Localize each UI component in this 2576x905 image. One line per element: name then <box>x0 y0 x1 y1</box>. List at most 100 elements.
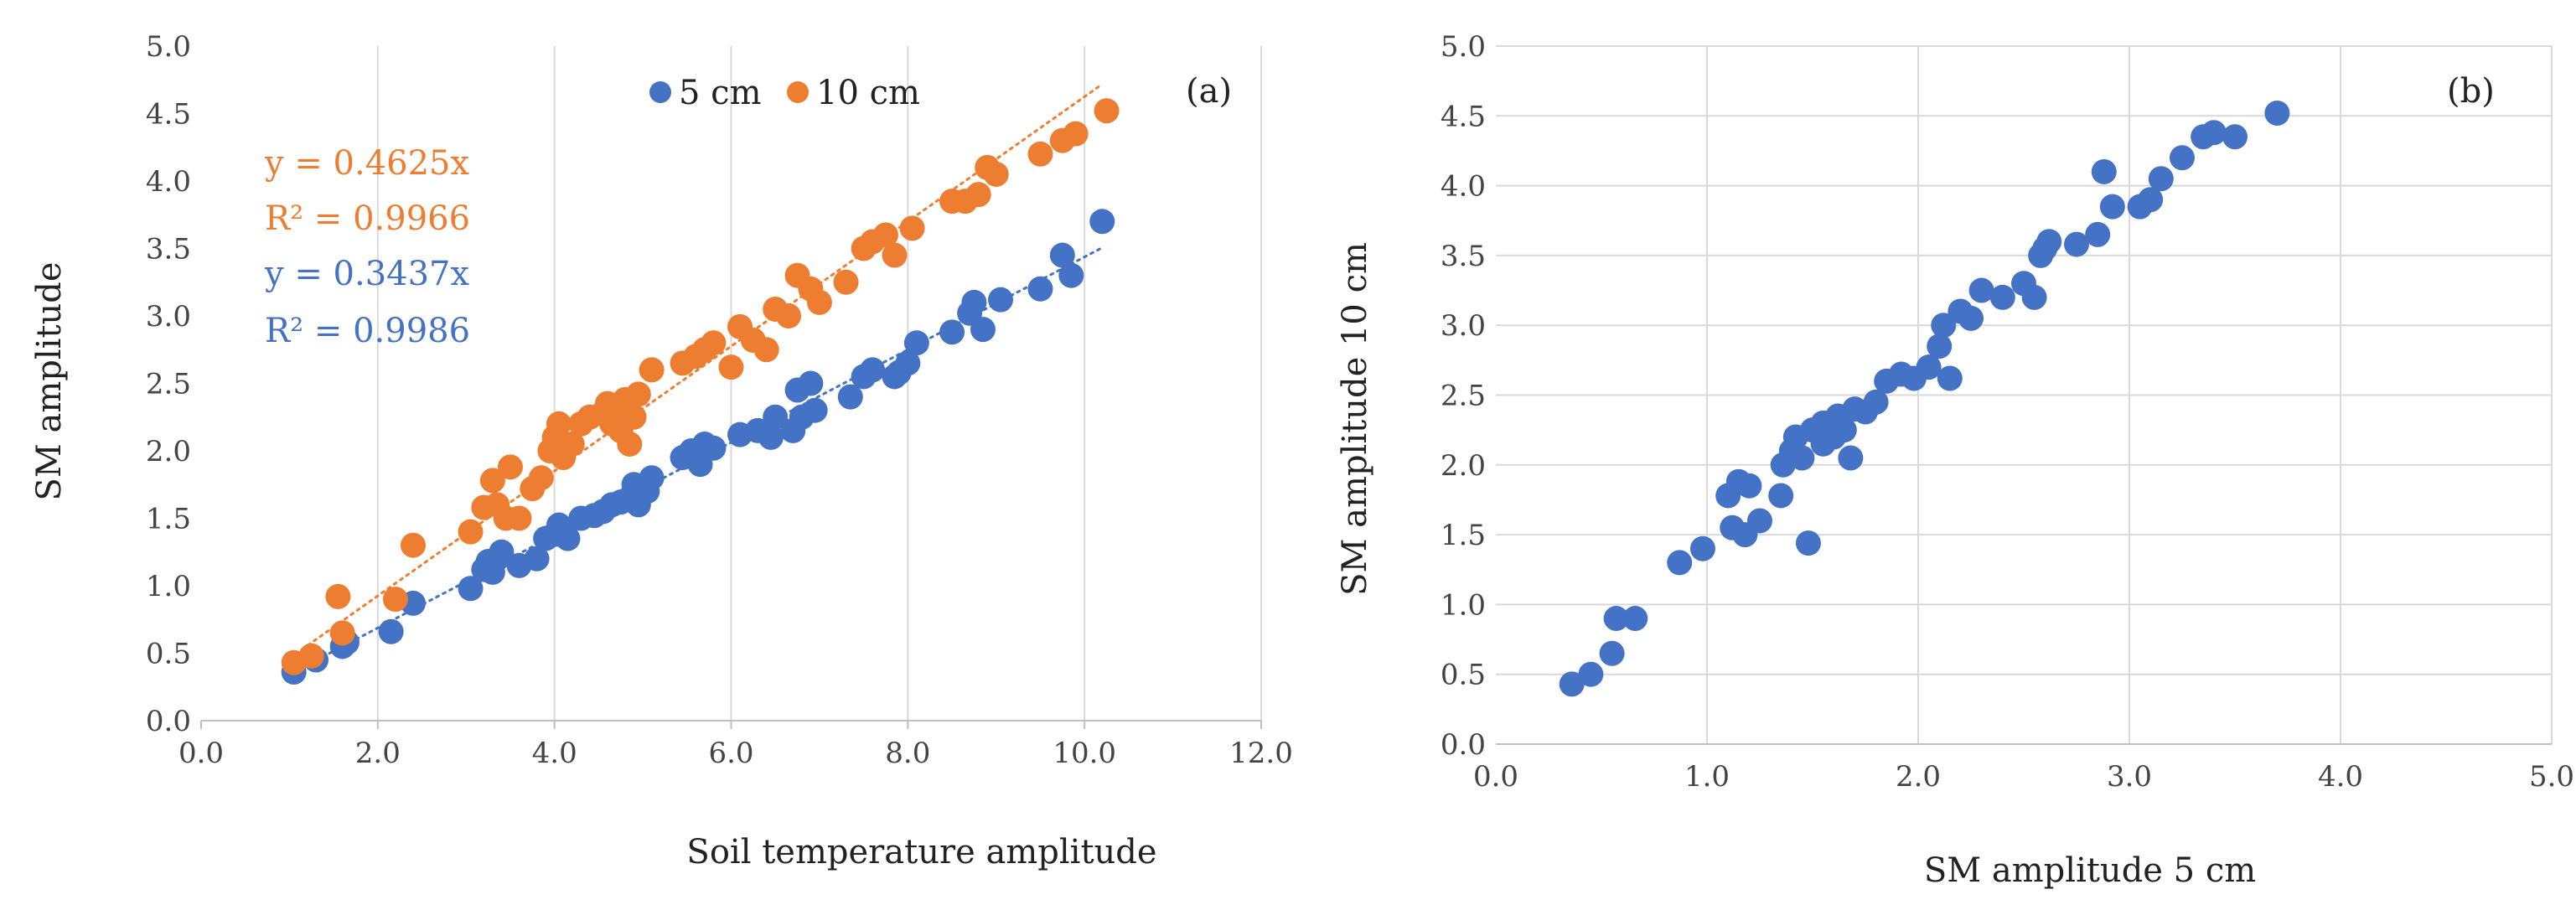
data-point-10-cm <box>325 583 351 609</box>
data-point-sm-amplitude <box>2201 120 2227 146</box>
y-tick-label: 5.0 <box>1441 30 1486 64</box>
data-point-sm-amplitude <box>1736 473 1762 499</box>
data-point-5-cm <box>763 404 789 430</box>
data-point-sm-amplitude <box>1831 417 1857 443</box>
y-tick-label: 1.5 <box>146 503 191 536</box>
data-point-sm-amplitude <box>1747 508 1772 534</box>
data-point-sm-amplitude <box>1603 606 1629 632</box>
y-tick-label: 3.0 <box>146 300 191 334</box>
data-point-5-cm <box>970 317 996 343</box>
data-point-10-cm <box>458 519 484 545</box>
x-axis-title-b: SM amplitude 5 cm <box>1924 851 2256 890</box>
chart-panel-a: 0.0 2.0 4.0 6.0 8.0 10.0 12.0 0.0 0.5 1.0 1.5 2.0 2.… <box>146 30 1293 770</box>
data-point-10-cm <box>382 587 408 613</box>
data-point-sm-amplitude <box>2138 187 2164 213</box>
y-axis-title-a: SM amplitude <box>30 261 69 500</box>
data-point-10-cm <box>329 620 355 646</box>
data-point-10-cm <box>753 337 779 363</box>
y-tick-label: 0.0 <box>146 705 191 738</box>
y-tick-label: 4.5 <box>1441 100 1486 133</box>
data-point-5-cm <box>837 384 863 410</box>
x-axis-title-a: Soil temperature amplitude <box>686 833 1156 871</box>
y-tick-label: 3.5 <box>146 233 191 266</box>
y-tick-label: 2.0 <box>146 435 191 468</box>
data-point-5-cm <box>458 576 484 602</box>
data-point-sm-amplitude <box>1863 389 1889 415</box>
data-point-sm-amplitude <box>1931 313 1957 339</box>
data-point-10-cm <box>882 242 908 268</box>
y-tick-label: 4.0 <box>1441 170 1486 204</box>
data-point-5-cm <box>489 539 515 565</box>
data-point-10-cm <box>625 381 651 407</box>
data-point-10-cm <box>528 465 554 491</box>
data-point-sm-amplitude <box>2064 231 2089 257</box>
data-point-5-cm <box>802 397 828 423</box>
data-point-sm-amplitude <box>1599 640 1625 666</box>
data-point-10-cm <box>621 404 647 430</box>
trendline-equation-10cm: y = 0.4625x <box>264 144 470 183</box>
y-tick-label: 4.0 <box>146 165 191 199</box>
data-point-sm-amplitude <box>1559 671 1585 697</box>
trendline-equation-5cm: y = 0.3437x <box>264 255 470 293</box>
data-point-sm-amplitude <box>1795 530 1821 556</box>
data-point-sm-amplitude <box>2021 284 2047 310</box>
y-tick-label: 2.5 <box>146 368 191 401</box>
y-axis-title-b: SM amplitude 10 cm <box>1336 242 1374 596</box>
data-point-5-cm <box>798 370 824 396</box>
data-point-10-cm <box>546 411 572 437</box>
data-point-5-cm <box>961 289 987 315</box>
data-point-10-cm <box>806 289 832 315</box>
data-point-sm-amplitude <box>1989 284 2015 310</box>
legend-label-10cm: 10 cm <box>816 74 920 112</box>
data-point-sm-amplitude <box>2148 166 2174 192</box>
data-point-sm-amplitude <box>2091 158 2117 184</box>
data-point-sm-amplitude <box>2099 194 2125 220</box>
data-point-sm-amplitude <box>1968 277 1994 303</box>
x-tick-label: 6.0 <box>708 737 753 770</box>
data-point-5-cm <box>758 424 784 450</box>
data-point-sm-amplitude <box>1689 535 1715 561</box>
data-point-sm-amplitude <box>2222 124 2248 150</box>
data-point-10-cm <box>401 532 426 558</box>
data-point-5-cm <box>1058 262 1084 288</box>
data-point-10-cm <box>1094 98 1120 124</box>
data-point-10-cm <box>497 454 523 480</box>
data-point-10-cm <box>1027 141 1053 167</box>
x-tick-label: 1.0 <box>1684 760 1730 794</box>
data-point-sm-amplitude <box>1838 445 1864 471</box>
data-point-sm-amplitude <box>1937 365 1963 391</box>
y-tick-label: 4.5 <box>146 98 191 132</box>
panel-label-b: (b) <box>2447 72 2495 111</box>
data-point-10-cm <box>1063 121 1089 147</box>
y-tick-label: 3.0 <box>1441 309 1486 343</box>
data-point-sm-amplitude <box>1789 445 1815 471</box>
y-tick-label: 1.5 <box>1441 519 1486 552</box>
chart-panel-b: 0.0 1.0 2.0 3.0 4.0 5.0 0.0 0.5 1.0 1.5 2.0 2.5 3.0 3… <box>1441 30 2574 794</box>
data-point-10-cm <box>776 303 802 328</box>
data-point-sm-amplitude <box>2036 229 2062 255</box>
data-point-5-cm <box>1027 276 1053 302</box>
data-point-5-cm <box>860 357 886 383</box>
data-point-5-cm <box>378 618 404 644</box>
trendline-10cm <box>287 82 1104 660</box>
data-point-10-cm <box>718 354 744 380</box>
x-tick-label: 2.0 <box>355 737 401 770</box>
data-point-5-cm <box>701 435 727 461</box>
data-point-5-cm <box>939 319 965 345</box>
data-point-10-cm <box>833 269 859 295</box>
x-tick-label: 10.0 <box>1053 737 1116 770</box>
y-tick-label: 1.0 <box>1441 588 1486 622</box>
y-tick-label: 5.0 <box>146 30 191 64</box>
data-point-sm-amplitude <box>2264 100 2290 126</box>
data-point-sm-amplitude <box>1622 606 1648 632</box>
data-point-5-cm <box>1089 209 1115 235</box>
data-point-10-cm <box>965 182 991 208</box>
y-tick-label: 2.0 <box>1441 449 1486 483</box>
trendline-r2-5cm: R² = 0.9986 <box>265 312 470 350</box>
legend-marker-10cm <box>787 81 809 103</box>
data-point-5-cm <box>639 465 665 491</box>
x-tick-label: 2.0 <box>1896 760 1941 794</box>
x-tick-label: 5.0 <box>2529 760 2574 794</box>
data-point-5-cm <box>555 525 581 551</box>
data-point-10-cm <box>639 357 665 383</box>
